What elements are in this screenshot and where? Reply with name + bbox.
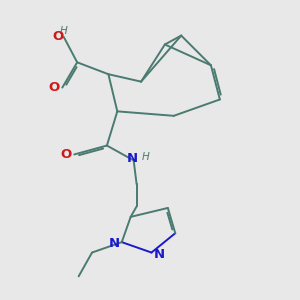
Text: O: O [52,30,63,43]
Text: N: N [109,237,120,250]
Text: H: H [142,152,149,162]
Text: N: N [154,248,165,260]
Text: O: O [60,148,71,161]
Text: O: O [48,81,60,94]
Text: H: H [60,26,68,35]
Text: N: N [127,152,138,165]
